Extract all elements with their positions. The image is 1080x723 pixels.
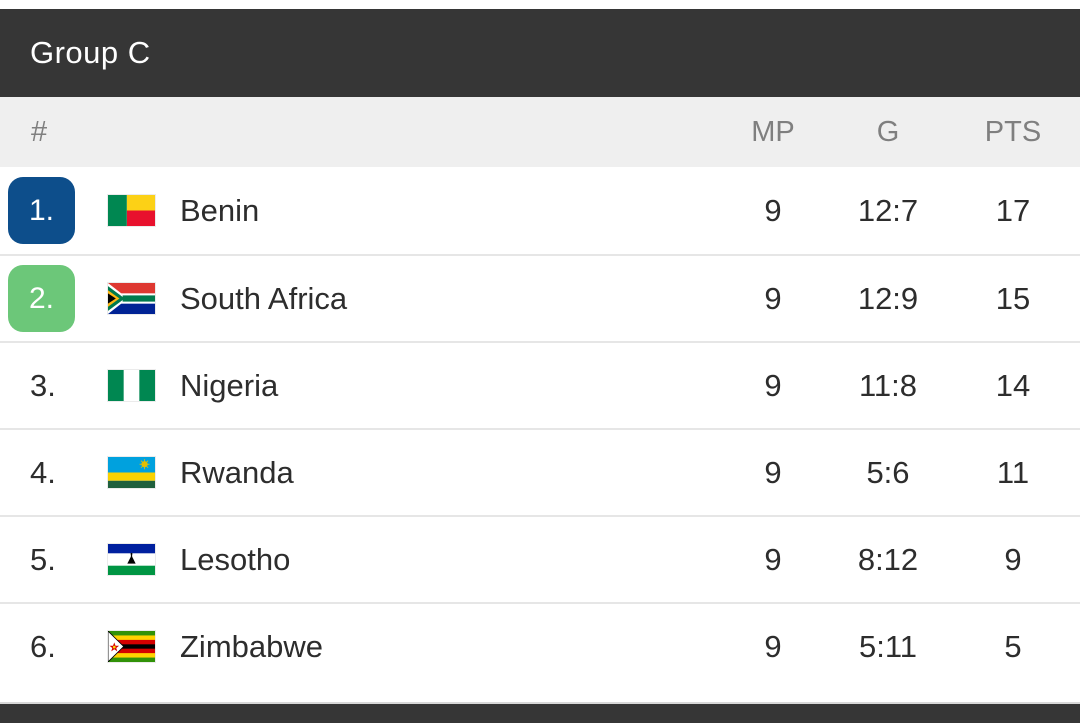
goals-value: 12:9 [857, 280, 919, 316]
table-row[interactable]: 2. South Africa 9 12:9 15 [0, 254, 1080, 341]
flag-cell [100, 544, 180, 575]
flag-cell [100, 195, 180, 226]
flag-lesotho-icon [108, 544, 155, 575]
table-row[interactable]: 3. Nigeria 9 11:8 14 [0, 341, 1080, 428]
matches-played-value: 9 [764, 280, 782, 316]
header-matches-played: MP [751, 115, 795, 148]
team-name[interactable]: Lesotho [180, 541, 291, 577]
promotion-badge: 1. [8, 177, 75, 244]
points-value: 17 [995, 192, 1031, 228]
position-number: 5. [30, 541, 56, 577]
top-spacer [0, 0, 1080, 9]
position-cell: 6. [0, 629, 100, 665]
header-position: # [31, 115, 48, 148]
flag-cell [100, 457, 180, 488]
points-value: 11 [996, 454, 1030, 490]
points-value: 15 [995, 280, 1031, 316]
flag-rwanda-icon [108, 457, 155, 488]
goals-value: 11:8 [858, 367, 918, 403]
goals-value: 8:12 [857, 541, 919, 577]
position-cell: 2. [0, 265, 100, 332]
position-cell: 3. [0, 368, 100, 404]
points-value: 9 [1004, 541, 1022, 577]
header-goals: G [876, 115, 900, 148]
flag-south-africa-icon [108, 283, 155, 314]
goals-value: 12:7 [857, 192, 919, 228]
flag-nigeria-icon [108, 370, 155, 401]
matches-played-value: 9 [764, 367, 782, 403]
group-title: Group C [30, 35, 151, 70]
position-cell: 4. [0, 455, 100, 491]
goals-value: 5:6 [866, 454, 910, 490]
team-name[interactable]: South Africa [180, 280, 348, 316]
position-cell: 1. [0, 177, 100, 244]
table-row[interactable]: 6. Zimbabwe 9 5:11 5 [0, 602, 1080, 689]
group-title-bar: Group C [0, 9, 1080, 97]
flag-cell [100, 370, 180, 401]
position-number: 6. [30, 628, 56, 664]
matches-played-value: 9 [764, 454, 782, 490]
table-header-row: # MP G PTS [0, 97, 1080, 167]
flag-zimbabwe-icon [108, 631, 155, 662]
team-name[interactable]: Benin [180, 192, 260, 228]
team-name[interactable]: Rwanda [180, 454, 294, 490]
points-value: 5 [1004, 628, 1022, 664]
matches-played-value: 9 [764, 628, 782, 664]
position-number: 3. [30, 367, 56, 403]
goals-value: 5:11 [858, 628, 918, 664]
header-points: PTS [984, 115, 1042, 148]
bottom-bar [0, 702, 1080, 723]
position-cell: 5. [0, 542, 100, 578]
table-row[interactable]: 1. Benin 9 12:7 17 [0, 167, 1080, 254]
flag-benin-icon [108, 195, 155, 226]
table-row[interactable]: 5. Lesotho 9 8:12 9 [0, 515, 1080, 602]
position-number: 4. [30, 454, 56, 490]
promotion-badge: 2. [8, 265, 75, 332]
points-value: 14 [995, 367, 1031, 403]
matches-played-value: 9 [764, 192, 782, 228]
matches-played-value: 9 [764, 541, 782, 577]
team-name[interactable]: Nigeria [180, 367, 279, 403]
table-row[interactable]: 4. Rwanda 9 5:6 11 [0, 428, 1080, 515]
flag-cell [100, 631, 180, 662]
team-name[interactable]: Zimbabwe [180, 628, 323, 664]
flag-cell [100, 283, 180, 314]
